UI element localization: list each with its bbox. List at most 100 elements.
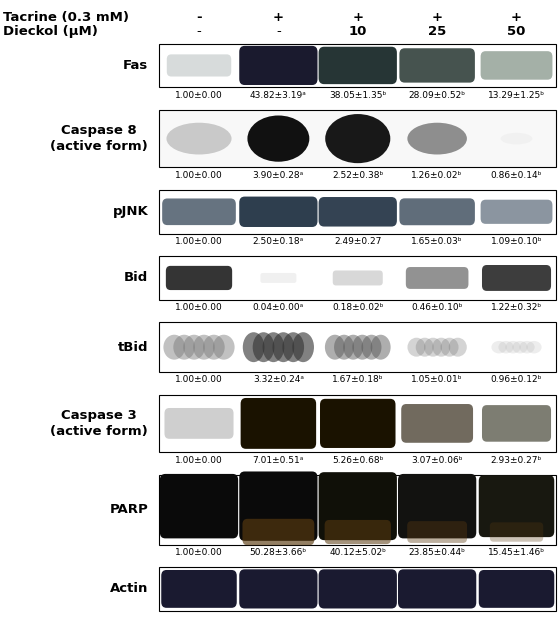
FancyBboxPatch shape bbox=[161, 570, 237, 608]
Text: Tacrine (0.3 mM): Tacrine (0.3 mM) bbox=[3, 11, 129, 24]
FancyBboxPatch shape bbox=[319, 47, 397, 84]
Ellipse shape bbox=[362, 335, 381, 360]
FancyBboxPatch shape bbox=[319, 472, 397, 540]
Bar bbox=[159, 256, 556, 300]
Text: 28.09±0.52ᵇ: 28.09±0.52ᵇ bbox=[409, 91, 466, 100]
Text: 1.67±0.18ᵇ: 1.67±0.18ᵇ bbox=[332, 376, 383, 384]
Text: 50.28±3.66ᵇ: 50.28±3.66ᵇ bbox=[250, 548, 307, 557]
Ellipse shape bbox=[424, 338, 442, 356]
Ellipse shape bbox=[513, 341, 528, 353]
Ellipse shape bbox=[183, 335, 205, 360]
FancyBboxPatch shape bbox=[481, 51, 552, 80]
FancyBboxPatch shape bbox=[167, 54, 231, 77]
Ellipse shape bbox=[243, 332, 264, 362]
FancyBboxPatch shape bbox=[239, 471, 318, 541]
Text: 3.90±0.28ᵃ: 3.90±0.28ᵃ bbox=[253, 171, 304, 180]
FancyBboxPatch shape bbox=[479, 570, 555, 608]
Ellipse shape bbox=[248, 116, 309, 162]
Text: +: + bbox=[273, 11, 284, 24]
Text: 1.00±0.00: 1.00±0.00 bbox=[175, 376, 223, 384]
Ellipse shape bbox=[408, 338, 425, 356]
FancyBboxPatch shape bbox=[164, 408, 234, 439]
Text: 2.93±0.27ᵇ: 2.93±0.27ᵇ bbox=[491, 456, 542, 465]
Bar bbox=[159, 109, 556, 167]
FancyBboxPatch shape bbox=[243, 519, 314, 545]
Text: 25: 25 bbox=[428, 25, 446, 37]
Bar bbox=[159, 567, 556, 611]
FancyBboxPatch shape bbox=[162, 198, 236, 225]
Text: pJNK: pJNK bbox=[112, 205, 148, 218]
FancyBboxPatch shape bbox=[333, 271, 383, 285]
Text: 0.96±0.12ᵇ: 0.96±0.12ᵇ bbox=[491, 376, 542, 384]
Bar bbox=[159, 394, 556, 452]
Ellipse shape bbox=[167, 123, 231, 154]
Text: 50: 50 bbox=[508, 25, 525, 37]
FancyBboxPatch shape bbox=[398, 569, 476, 608]
Text: 38.05±1.35ᵇ: 38.05±1.35ᵇ bbox=[329, 91, 386, 100]
Ellipse shape bbox=[263, 332, 285, 362]
Ellipse shape bbox=[253, 332, 274, 362]
Text: 1.00±0.00: 1.00±0.00 bbox=[175, 237, 223, 246]
Ellipse shape bbox=[282, 332, 304, 362]
Text: Bid: Bid bbox=[124, 271, 148, 284]
Text: 7.01±0.51ᵃ: 7.01±0.51ᵃ bbox=[253, 456, 304, 465]
FancyBboxPatch shape bbox=[407, 521, 467, 543]
FancyBboxPatch shape bbox=[239, 46, 318, 85]
Ellipse shape bbox=[527, 341, 542, 353]
FancyBboxPatch shape bbox=[479, 475, 555, 537]
Text: +: + bbox=[432, 11, 443, 24]
Ellipse shape bbox=[371, 335, 391, 360]
FancyBboxPatch shape bbox=[166, 266, 232, 290]
Ellipse shape bbox=[499, 341, 514, 353]
Text: 1.26±0.02ᵇ: 1.26±0.02ᵇ bbox=[411, 171, 463, 180]
FancyBboxPatch shape bbox=[239, 569, 318, 608]
Text: Caspase 3
(active form): Caspase 3 (active form) bbox=[50, 409, 148, 438]
Ellipse shape bbox=[334, 335, 354, 360]
Bar bbox=[159, 190, 556, 234]
Text: 1.00±0.00: 1.00±0.00 bbox=[175, 91, 223, 100]
Text: 23.85±0.44ᵇ: 23.85±0.44ᵇ bbox=[409, 548, 466, 557]
Ellipse shape bbox=[505, 341, 520, 353]
Ellipse shape bbox=[213, 335, 235, 360]
FancyBboxPatch shape bbox=[320, 399, 396, 448]
Text: 1.22±0.32ᵇ: 1.22±0.32ᵇ bbox=[491, 303, 542, 312]
FancyBboxPatch shape bbox=[490, 522, 543, 542]
Text: +: + bbox=[511, 11, 522, 24]
Text: 1.00±0.00: 1.00±0.00 bbox=[175, 303, 223, 312]
Text: 40.12±5.02ᵇ: 40.12±5.02ᵇ bbox=[329, 548, 386, 557]
FancyBboxPatch shape bbox=[399, 49, 475, 83]
Text: 0.46±0.10ᵇ: 0.46±0.10ᵇ bbox=[411, 303, 463, 312]
Text: Fas: Fas bbox=[123, 59, 148, 72]
Text: 0.86±0.14ᵇ: 0.86±0.14ᵇ bbox=[491, 171, 542, 180]
Text: 2.52±0.38ᵇ: 2.52±0.38ᵇ bbox=[332, 171, 383, 180]
Ellipse shape bbox=[193, 335, 215, 360]
Text: 3.07±0.06ᵇ: 3.07±0.06ᵇ bbox=[411, 456, 463, 465]
Bar bbox=[159, 44, 556, 87]
Ellipse shape bbox=[449, 338, 467, 356]
Bar bbox=[159, 322, 556, 372]
Text: 43.82±3.19ᵃ: 43.82±3.19ᵃ bbox=[250, 91, 307, 100]
Ellipse shape bbox=[352, 335, 372, 360]
FancyBboxPatch shape bbox=[325, 520, 391, 544]
Ellipse shape bbox=[491, 341, 506, 353]
Text: 5.26±0.68ᵇ: 5.26±0.68ᵇ bbox=[332, 456, 383, 465]
Text: 1.00±0.00: 1.00±0.00 bbox=[175, 456, 223, 465]
FancyBboxPatch shape bbox=[398, 474, 476, 539]
Ellipse shape bbox=[432, 338, 451, 356]
Ellipse shape bbox=[416, 338, 434, 356]
Text: 0.04±0.00ᵃ: 0.04±0.00ᵃ bbox=[253, 303, 304, 312]
Text: Dieckol (μM): Dieckol (μM) bbox=[3, 25, 98, 37]
FancyBboxPatch shape bbox=[319, 569, 397, 608]
FancyBboxPatch shape bbox=[239, 197, 318, 227]
Text: Caspase 8
(active form): Caspase 8 (active form) bbox=[50, 124, 148, 153]
Text: -: - bbox=[196, 11, 202, 24]
Text: -: - bbox=[276, 25, 281, 37]
Ellipse shape bbox=[343, 335, 363, 360]
Text: 15.45±1.46ᵇ: 15.45±1.46ᵇ bbox=[488, 548, 545, 557]
Text: 2.50±0.18ᵃ: 2.50±0.18ᵃ bbox=[253, 237, 304, 246]
Text: Actin: Actin bbox=[110, 582, 148, 595]
Text: PARP: PARP bbox=[110, 503, 148, 516]
FancyBboxPatch shape bbox=[482, 265, 551, 291]
Text: 2.49±0.27: 2.49±0.27 bbox=[334, 237, 381, 246]
Ellipse shape bbox=[163, 335, 185, 360]
